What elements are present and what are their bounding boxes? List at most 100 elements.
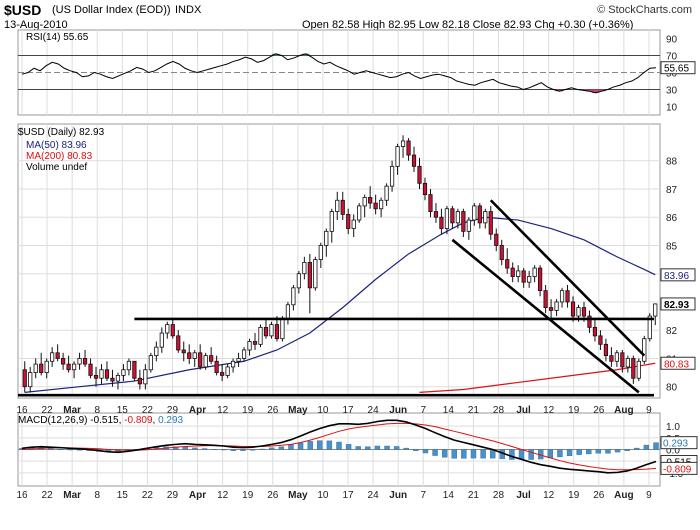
macd-histogram-bar bbox=[230, 449, 237, 451]
x-tick-label-lower: 12 bbox=[543, 490, 555, 501]
candle-body bbox=[313, 259, 318, 289]
candle-body bbox=[433, 211, 439, 218]
candle-body bbox=[22, 369, 27, 388]
macd-histogram-bar bbox=[566, 449, 573, 457]
x-tick-label: Jul bbox=[516, 405, 531, 416]
rsi-value-badge bbox=[660, 61, 696, 75]
x-tick-label: 22 bbox=[142, 405, 154, 416]
macd-legend-signal: -0.809 bbox=[124, 415, 153, 426]
x-tick-label: Jun bbox=[389, 405, 407, 416]
x-tick-label: May bbox=[288, 405, 308, 416]
candle-body bbox=[93, 375, 99, 379]
candle-body bbox=[329, 211, 334, 232]
macd-histogram-bar bbox=[422, 449, 429, 454]
candle-body bbox=[296, 273, 301, 289]
macd-histogram-bar bbox=[432, 449, 438, 456]
macd-histogram-bar bbox=[269, 447, 275, 450]
candle-body bbox=[614, 352, 619, 362]
rsi-tick-label: 10 bbox=[666, 103, 678, 114]
macd-legend-hist: 0.293 bbox=[158, 415, 184, 426]
candle-body bbox=[554, 301, 559, 311]
macd-histogram-bar bbox=[317, 440, 323, 450]
candle-body bbox=[203, 355, 208, 368]
x-tick-label-lower: 26 bbox=[593, 490, 605, 501]
price-legend-volume: Volume undef bbox=[26, 162, 88, 173]
macd-histogram-bar bbox=[643, 444, 650, 450]
x-tick-label-lower: 22 bbox=[42, 490, 54, 501]
x-tick-label-lower: 15 bbox=[117, 490, 129, 501]
candle-body bbox=[340, 199, 345, 215]
macd-tick-label: 1.0 bbox=[666, 422, 680, 433]
x-tick-label: 28 bbox=[493, 405, 505, 416]
macd-histogram-bar bbox=[461, 449, 467, 459]
x-tick-label: 17 bbox=[342, 405, 354, 416]
x-tick-label: 9 bbox=[646, 405, 652, 416]
x-tick-label: 16 bbox=[16, 405, 28, 416]
x-tick-label: 29 bbox=[167, 405, 179, 416]
candle-body bbox=[241, 349, 247, 359]
ma50-badge-text: 83.96 bbox=[664, 271, 689, 282]
candle-body bbox=[132, 360, 137, 379]
x-tick-label: 14 bbox=[443, 405, 455, 416]
macd-histogram-bar bbox=[57, 449, 64, 450]
macd-histogram-bar bbox=[547, 449, 554, 459]
macd-histogram-bar bbox=[403, 447, 409, 450]
candle-body bbox=[494, 233, 499, 246]
macd-histogram-bar bbox=[614, 449, 621, 453]
macd-histogram-bar bbox=[307, 441, 313, 450]
candle-body bbox=[225, 366, 230, 376]
candle-body bbox=[636, 360, 641, 379]
x-tick-label-lower: 28 bbox=[493, 490, 505, 501]
candle-body bbox=[220, 372, 225, 376]
x-tick-label: 21 bbox=[468, 405, 480, 416]
x-tick-label: 26 bbox=[593, 405, 605, 416]
macd-histogram-bar bbox=[653, 442, 659, 450]
candle-body bbox=[39, 363, 44, 373]
macd-hist-badge-text: 0.293 bbox=[663, 439, 688, 450]
x-tick-label-lower: 19 bbox=[242, 490, 254, 501]
macd-line bbox=[21, 419, 657, 474]
x-tick-label-lower: Apr bbox=[189, 490, 206, 501]
candle-body bbox=[592, 326, 598, 337]
ma50-line bbox=[24, 216, 656, 393]
candle-body bbox=[115, 375, 121, 382]
candle-body bbox=[461, 211, 466, 232]
x-tick-label-lower: 9 bbox=[646, 490, 652, 501]
x-tick-label-lower: Mar bbox=[63, 490, 81, 501]
macd-signal-line bbox=[21, 422, 657, 471]
macd-histogram-bar bbox=[451, 449, 457, 459]
price-tick-label: 82 bbox=[666, 326, 678, 337]
candle-body bbox=[209, 355, 214, 362]
candle-body bbox=[187, 352, 192, 359]
macd-histogram-bar bbox=[288, 444, 294, 450]
x-tick-label-lower: Jul bbox=[516, 490, 531, 501]
price-legend-ma200: MA(200) 80.83 bbox=[26, 151, 93, 162]
macd-tick-label: 0.0 bbox=[666, 446, 680, 457]
candle-body bbox=[609, 355, 614, 362]
macd-histogram-bar bbox=[240, 449, 246, 451]
candle-body bbox=[274, 324, 280, 340]
candle-body bbox=[110, 377, 115, 382]
candle-body bbox=[269, 324, 274, 337]
x-tick-label-lower: 21 bbox=[468, 490, 480, 501]
channel-trend-line bbox=[489, 199, 646, 357]
candle-body bbox=[379, 199, 384, 210]
macd-histogram-bar bbox=[384, 445, 390, 450]
x-tick-label-lower: 8 bbox=[94, 490, 100, 501]
x-tick-label-lower: May bbox=[288, 490, 308, 501]
candle-body bbox=[548, 307, 554, 311]
macd-histogram-bar bbox=[605, 449, 611, 454]
price-legend-series: $USD (Daily) 82.93 bbox=[18, 127, 105, 138]
candle-body bbox=[625, 358, 630, 368]
candle-body bbox=[335, 199, 340, 212]
macd-histogram-bar bbox=[336, 441, 342, 450]
x-tick-label-lower: 29 bbox=[167, 490, 179, 501]
price-tick-label: 88 bbox=[666, 157, 678, 168]
candle-body bbox=[230, 360, 236, 368]
rsi-line bbox=[21, 53, 657, 94]
candle-body bbox=[181, 349, 186, 354]
candle-body bbox=[389, 165, 395, 187]
macd-hist-badge bbox=[660, 436, 698, 450]
candle-body bbox=[538, 267, 543, 292]
candle-body bbox=[483, 211, 488, 224]
